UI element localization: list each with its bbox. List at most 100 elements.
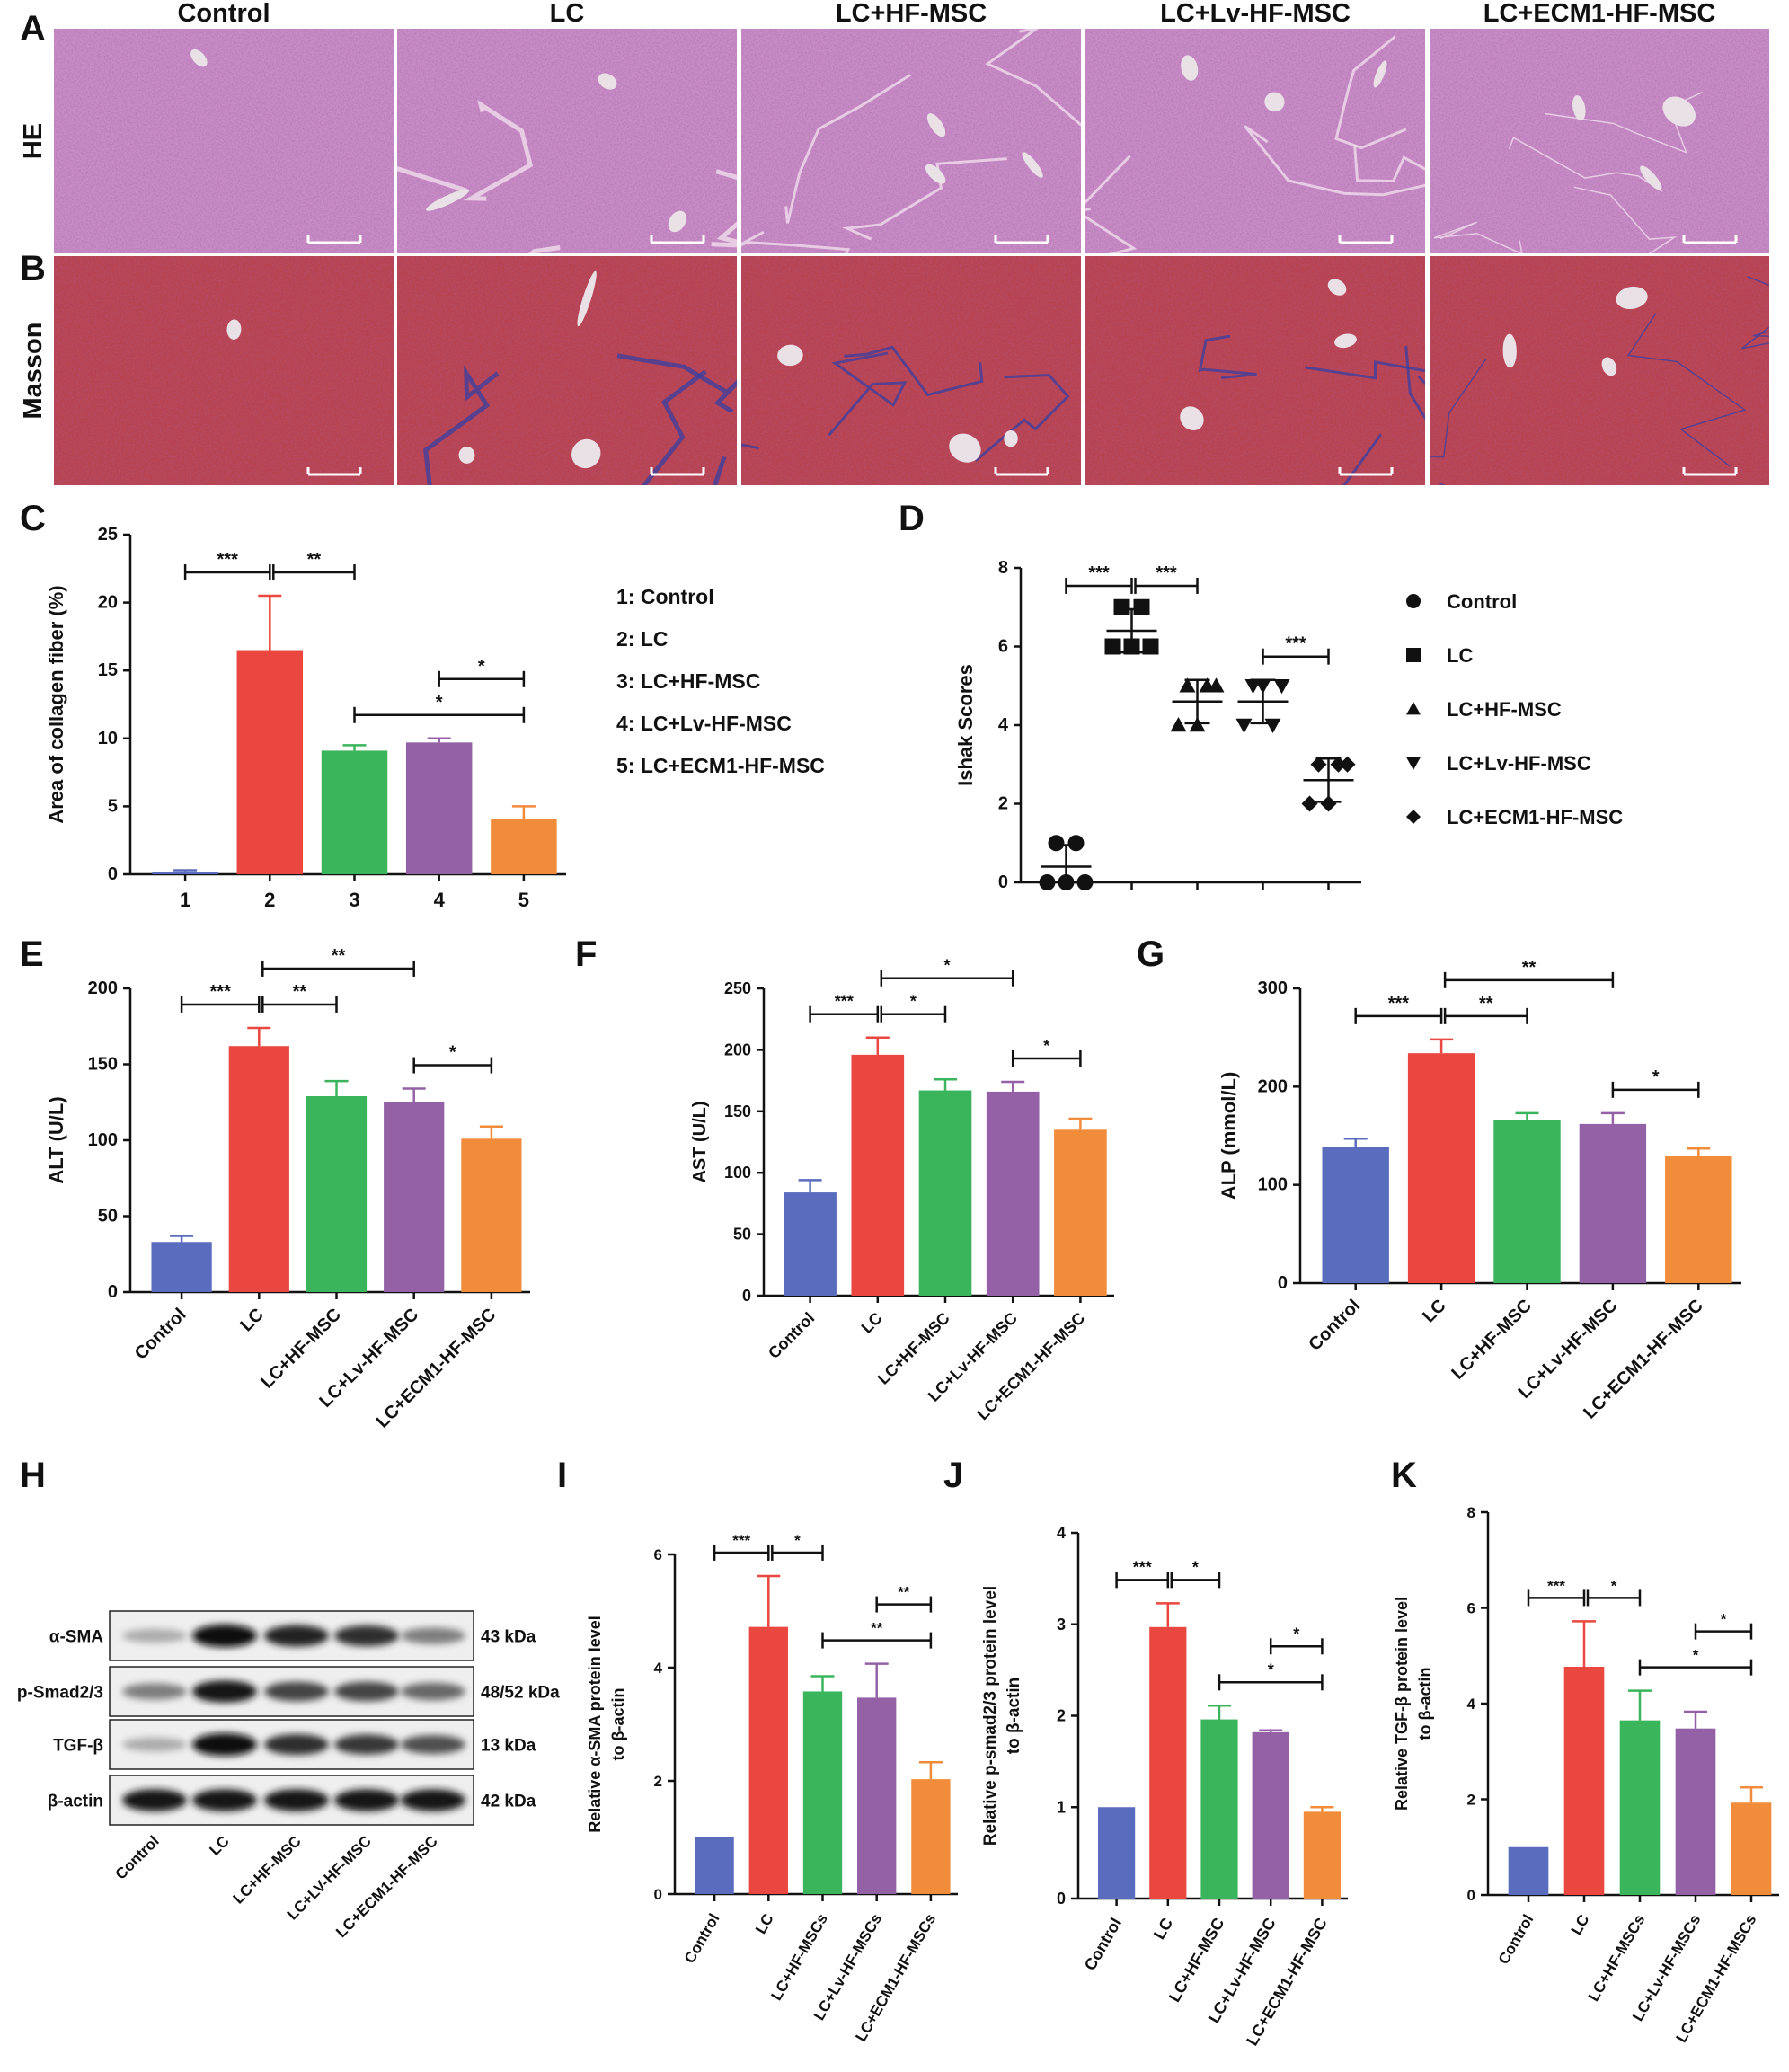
- fibrous-septum: [784, 73, 912, 224]
- significance-bracket: *: [1611, 1067, 1700, 1098]
- significance-bracket: **: [1443, 958, 1615, 988]
- legend-d: Control LC LC+HF-MSC LC+Lv-HF-MSC LC+ECM1-HF…: [1406, 590, 1623, 828]
- bar-1: [695, 1837, 734, 1894]
- x-tick-label: Control: [1495, 1912, 1537, 1968]
- y-axis-label: Area of collagen fiber (%): [45, 585, 67, 823]
- vessel: [571, 438, 601, 469]
- y-tick-label: 2: [998, 794, 1008, 814]
- fibrous-septum: [842, 157, 1007, 241]
- significance-bracket: **: [261, 946, 415, 977]
- vessel: [458, 447, 475, 464]
- vessel: [1572, 95, 1586, 120]
- significance-label: *: [478, 657, 485, 677]
- legend-d-marker-circle: [1406, 594, 1421, 608]
- blot-lane-label: Control: [112, 1832, 163, 1882]
- bar-3: [1493, 1120, 1561, 1283]
- blot-band: [401, 1789, 465, 1811]
- significance-bracket: *: [1011, 1037, 1082, 1067]
- y-tick-label: 20: [98, 593, 118, 613]
- blot-lane-label: LC: [206, 1832, 232, 1858]
- significance-bracket: *: [1694, 1611, 1753, 1640]
- marker-triangle-up: [1189, 717, 1206, 732]
- tile-texture: [1430, 29, 1769, 253]
- bar-4: [1579, 1123, 1647, 1283]
- y-tick-label: 2: [654, 1773, 662, 1790]
- blot-kda: 13 kDa: [481, 1737, 536, 1756]
- significance-bracket: *: [1218, 1660, 1324, 1691]
- blot-band: [122, 1628, 187, 1643]
- y-tick-label: 200: [1258, 1076, 1288, 1096]
- marker-circle: [1076, 874, 1094, 890]
- x-tick-label: LC+HF-MSC: [257, 1305, 345, 1393]
- blot-lane-label: LC+HF-MSC: [230, 1832, 305, 1907]
- panel-letter-a: A: [20, 9, 46, 49]
- micrograph-tile: [54, 29, 394, 253]
- marker-diamond: [1301, 795, 1318, 812]
- data-point: [1048, 835, 1065, 852]
- fibrous-septum: [1198, 334, 1257, 380]
- significance-label: *: [943, 957, 950, 975]
- blot-kda: 48/52 kDa: [481, 1684, 560, 1703]
- y-axis-label-line: Relative TGF-β protein level: [1393, 1597, 1411, 1811]
- fibrous-septum: [1433, 221, 1523, 253]
- bar-4: [1252, 1731, 1289, 1899]
- panel-letter-c: C: [20, 499, 46, 538]
- y-tick-label: 100: [724, 1164, 751, 1182]
- x-tick-label: 2: [264, 889, 275, 911]
- scale-bar: [1338, 467, 1394, 476]
- x-tick-label: LC: [236, 1305, 267, 1335]
- bar-4: [986, 1091, 1040, 1296]
- significance-bracket: ***: [1115, 1558, 1170, 1589]
- marker-triangle-up: [1406, 702, 1421, 715]
- bar-3: [802, 1691, 843, 1894]
- bar-4: [405, 742, 473, 874]
- x-tick-label: Control: [1305, 1296, 1364, 1355]
- vessel: [1616, 286, 1648, 310]
- significance-label: *: [1192, 1558, 1199, 1576]
- marker-square: [1133, 598, 1150, 615]
- vessel: [226, 319, 242, 340]
- marker-circle: [1406, 594, 1421, 608]
- bar-4: [1675, 1728, 1716, 1895]
- significance-label: **: [293, 982, 307, 1002]
- legend-d-label: LC: [1447, 644, 1473, 667]
- legend-c-item: 1: Control: [616, 585, 714, 608]
- micrograph-tile: [741, 256, 1081, 485]
- bar-4: [857, 1697, 897, 1894]
- bar-5: [491, 819, 557, 874]
- blot-band: [264, 1625, 329, 1647]
- micrograph-tile: [54, 256, 394, 485]
- fibrous-septum: [641, 369, 707, 485]
- tile-content: [54, 29, 394, 253]
- marker-diamond: [1310, 756, 1327, 773]
- legend-d-label: LC+ECM1-HF-MSC: [1447, 806, 1623, 828]
- micrograph-tile: [397, 29, 737, 253]
- x-tick-label: LC: [1150, 1915, 1176, 1943]
- significance-bracket: ***: [1527, 1577, 1586, 1607]
- vessel: [1373, 60, 1387, 88]
- y-axis-label-line: Relative p-smad2/3 protein level: [981, 1586, 1000, 1846]
- y-tick-label: 0: [1467, 1887, 1475, 1904]
- marker-square: [1406, 648, 1421, 662]
- significance-label: ***: [835, 993, 854, 1011]
- y-tick-label: 2: [1467, 1792, 1475, 1809]
- vessel: [949, 433, 981, 463]
- x-tick-label: Control: [131, 1305, 190, 1364]
- bar-2: [748, 1626, 788, 1894]
- fibrous-septum: [397, 166, 467, 193]
- bar-5: [1054, 1129, 1107, 1296]
- blot-band: [192, 1680, 257, 1703]
- fibrous-septum: [1244, 125, 1425, 197]
- y-tick-label: 250: [724, 979, 751, 997]
- bar-2: [228, 1046, 289, 1292]
- panel-letter-j: J: [943, 1456, 963, 1495]
- row-label: HE: [19, 123, 48, 159]
- panel-letter-b: B: [20, 249, 46, 288]
- data-point: [1310, 756, 1327, 773]
- data-point: [1133, 598, 1150, 615]
- panel-letter-d: D: [899, 499, 925, 538]
- significance-label: *: [1293, 1625, 1299, 1643]
- histology-panels: Control LC LC+HF-MSC LC+Lv-HF-MSC LC+ECM1-HF…: [19, 0, 1769, 485]
- legend-d-marker-triangle-up: [1406, 702, 1421, 715]
